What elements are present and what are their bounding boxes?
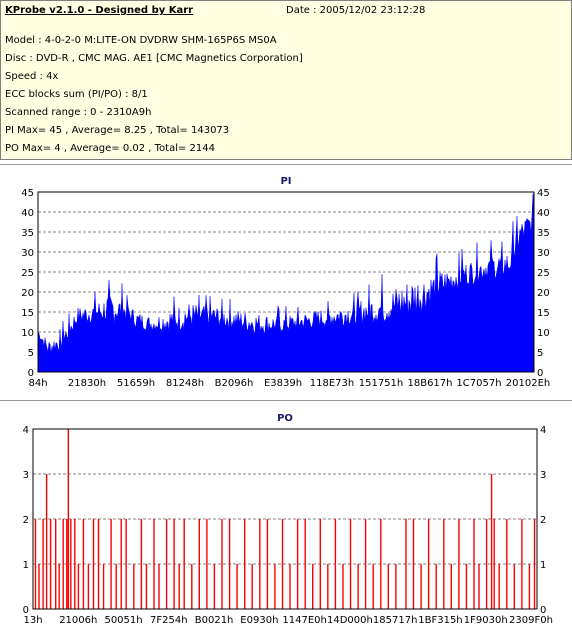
pi-chart-title: PI — [280, 176, 291, 187]
po-y-tick-right: 3 — [540, 470, 546, 481]
info-po-stats: PO Max= 4 , Average= 0.02 , Total= 2144 — [5, 143, 215, 154]
pi-area-series — [37, 193, 535, 373]
pi-x-tick: 20102Eh — [506, 378, 550, 389]
pi-y-tick-left: 30 — [21, 248, 34, 259]
app-title: KProbe v2.1.0 - Designed by Karr — [5, 5, 194, 16]
pi-y-tick-right: 45 — [537, 188, 550, 199]
po-chart: PO 0 0 1 1 2 2 3 3 4 4 13h 21006h 50051h 7F254h B0021h E… — [23, 413, 553, 626]
po-x-tick: 7F254h — [150, 615, 188, 626]
scan-date: Date : 2005/12/02 23:12:28 — [286, 5, 426, 16]
pi-y-tick-left: 35 — [21, 228, 34, 239]
pi-x-tick: 118E73h — [310, 378, 354, 389]
info-speed: Speed : 4x — [5, 71, 59, 82]
pi-chart-panel: PI 0 0 5 5 10 10 15 15 20 20 25 25 30 30 35 35 40 40 45 45 84… — [0, 164, 572, 399]
po-y-tick-right: 1 — [540, 560, 546, 571]
po-y-tick-right: 2 — [540, 515, 546, 526]
pi-y-tick-right: 5 — [537, 348, 543, 359]
pi-y-tick-right: 30 — [537, 248, 550, 259]
pi-y-tick-left: 5 — [28, 348, 34, 359]
pi-y-tick-left: 40 — [21, 208, 34, 219]
po-x-tick: E0930h — [240, 615, 278, 626]
po-x-tick: 1F9030h — [464, 615, 508, 626]
po-x-tick: 185717h — [373, 615, 418, 626]
po-plot-border — [32, 428, 538, 610]
pi-x-tick: 18B617h — [407, 378, 452, 389]
po-x-tick: 50051h — [104, 615, 142, 626]
pi-x-tick: B2096h — [215, 378, 254, 389]
pi-y-tick-right: 35 — [537, 228, 550, 239]
pi-x-tick: 21830h — [68, 378, 106, 389]
pi-x-tick: 151751h — [359, 378, 404, 389]
po-y-tick-left: 3 — [23, 470, 29, 481]
pi-x-tick: 81248h — [166, 378, 204, 389]
po-y-tick-right: 4 — [540, 425, 546, 436]
pi-y-tick-right: 20 — [537, 288, 550, 299]
po-y-tick-left: 4 — [23, 425, 29, 436]
pi-chart: PI 0 0 5 5 10 10 15 15 20 20 25 25 30 30 35 35 40 40 45 45 84… — [21, 176, 550, 389]
pi-y-tick-right: 0 — [537, 368, 543, 379]
po-x-tick: 1BF315h — [418, 615, 462, 626]
pi-x-tick: E3839h — [264, 378, 302, 389]
pi-plot-border — [37, 191, 535, 373]
info-model: Model : 4-0-2-0 M:LITE-ON DVDRW SHM-165P… — [5, 35, 277, 46]
pi-x-tick: 84h — [28, 378, 47, 389]
info-pi-stats: PI Max= 45 , Average= 8.25 , Total= 1430… — [5, 125, 230, 136]
pi-y-tick-left: 45 — [21, 188, 34, 199]
pi-y-tick-right: 15 — [537, 308, 550, 319]
po-y-tick-left: 0 — [23, 605, 29, 616]
po-y-tick-right: 0 — [540, 605, 546, 616]
pi-y-tick-right: 10 — [537, 328, 550, 339]
info-range: Scanned range : 0 - 2310A9h — [5, 107, 152, 118]
po-x-tick: 1147E0h — [282, 615, 326, 626]
po-x-tick: 13h — [23, 615, 42, 626]
pi-y-tick-right: 40 — [537, 208, 550, 219]
po-y-tick-left: 2 — [23, 515, 29, 526]
info-disc: Disc : DVD-R , CMC MAG. AE1 [CMC Magneti… — [5, 53, 303, 64]
po-x-tick: B0021h — [195, 615, 234, 626]
po-chart-title: PO — [277, 413, 293, 424]
po-x-tick: 14D000h — [327, 615, 373, 626]
info-panel: KProbe v2.1.0 - Designed by Karr Date : … — [0, 0, 572, 160]
pi-y-tick-right: 25 — [537, 268, 550, 279]
pi-y-tick-left: 0 — [28, 368, 34, 379]
pi-y-tick-left: 25 — [21, 268, 34, 279]
pi-y-tick-left: 20 — [21, 288, 34, 299]
po-x-tick: 2309F0h — [509, 615, 553, 626]
info-ecc: ECC blocks sum (PI/PO) : 8/1 — [5, 89, 148, 100]
po-x-tick: 21006h — [59, 615, 97, 626]
pi-y-tick-left: 10 — [21, 328, 34, 339]
pi-y-tick-left: 15 — [21, 308, 34, 319]
po-chart-panel: PO 0 0 1 1 2 2 3 3 4 4 13h 21006h 50051h 7F254h B0021h E… — [0, 400, 572, 637]
pi-x-tick: 1C7057h — [456, 378, 501, 389]
po-y-tick-left: 1 — [23, 560, 29, 571]
pi-x-tick: 51659h — [117, 378, 155, 389]
